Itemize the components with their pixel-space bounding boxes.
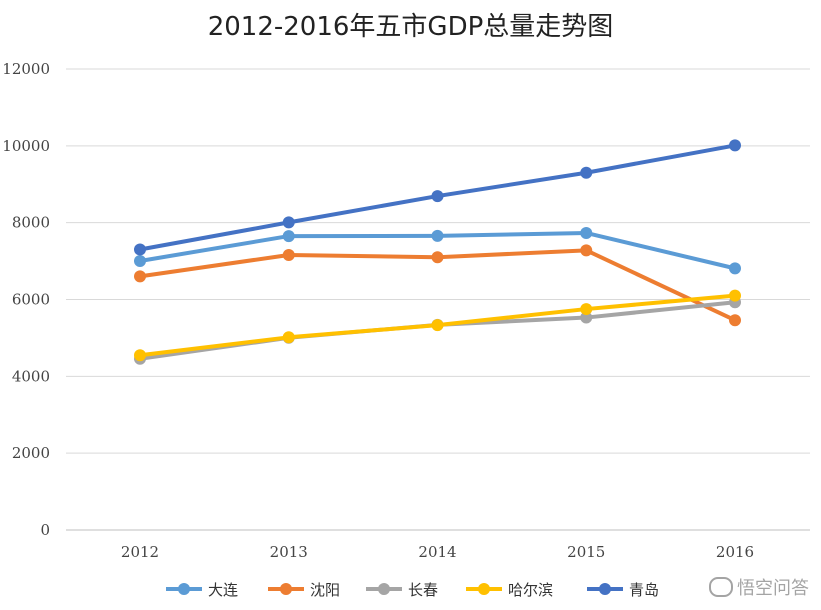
data-point (134, 270, 146, 283)
x-tick-label: 2013 (270, 543, 308, 561)
x-tick-label: 2015 (567, 543, 605, 561)
y-tick-label: 8000 (12, 214, 50, 232)
data-point (431, 319, 444, 332)
legend-marker (478, 583, 490, 595)
x-tick-label: 2016 (716, 543, 754, 561)
data-point (580, 244, 593, 257)
y-axis-ticks: 0 2000 4000 6000 8000 10000 12000 (2, 60, 50, 539)
legend-label: 长春 (408, 581, 438, 599)
y-tick-label: 0 (40, 521, 50, 539)
series-group (134, 244, 741, 327)
legend-label: 青岛 (629, 581, 659, 599)
data-point (580, 311, 593, 324)
watermark: 悟空问答 (709, 574, 809, 600)
series-group (134, 139, 741, 256)
y-tick-label: 2000 (12, 444, 50, 462)
data-point (134, 254, 146, 267)
data-point (282, 230, 295, 243)
y-tick-label: 6000 (12, 291, 50, 309)
data-point (431, 229, 444, 242)
data-point (580, 303, 593, 316)
y-tick-label: 4000 (12, 367, 50, 385)
legend-marker (280, 583, 292, 595)
x-tick-label: 2012 (121, 543, 159, 561)
legend-label: 大连 (208, 581, 238, 599)
data-point (431, 190, 444, 203)
series-group (134, 289, 741, 362)
data-point (282, 331, 295, 344)
data-point (282, 216, 295, 229)
x-tick-label: 2014 (418, 543, 456, 561)
data-point (580, 226, 593, 239)
watermark-text: 悟空问答 (737, 578, 809, 599)
legend-label: 沈阳 (310, 581, 340, 599)
legend-item: 青岛 (587, 581, 659, 599)
series-group (134, 226, 741, 275)
series-lines (134, 139, 741, 365)
legend-item: 哈尔滨 (466, 581, 553, 599)
speech-bubble-icon (709, 577, 733, 597)
data-point (431, 251, 444, 264)
data-point (282, 248, 295, 261)
data-point (729, 262, 741, 275)
legend-item: 长春 (366, 581, 438, 599)
data-point (729, 289, 741, 302)
data-point (729, 314, 741, 327)
legend-item: 沈阳 (268, 581, 340, 599)
y-tick-label: 10000 (2, 137, 50, 155)
legend-label: 哈尔滨 (508, 581, 553, 599)
y-tick-label: 12000 (2, 60, 50, 78)
chart-title: 2012-2016年五市GDP总量走势图 (207, 12, 614, 42)
grid-lines (66, 68, 810, 531)
data-point (134, 243, 146, 256)
legend-marker (178, 583, 190, 595)
legend: 大连 沈阳 长春 哈尔滨 青岛 (166, 581, 659, 599)
legend-item: 大连 (166, 581, 238, 599)
data-point (729, 139, 741, 152)
legend-marker (378, 583, 390, 595)
data-point (134, 349, 146, 362)
x-axis-ticks: 2012 2013 2014 2015 2016 (121, 543, 754, 561)
data-point (580, 166, 593, 179)
legend-marker (599, 583, 611, 595)
